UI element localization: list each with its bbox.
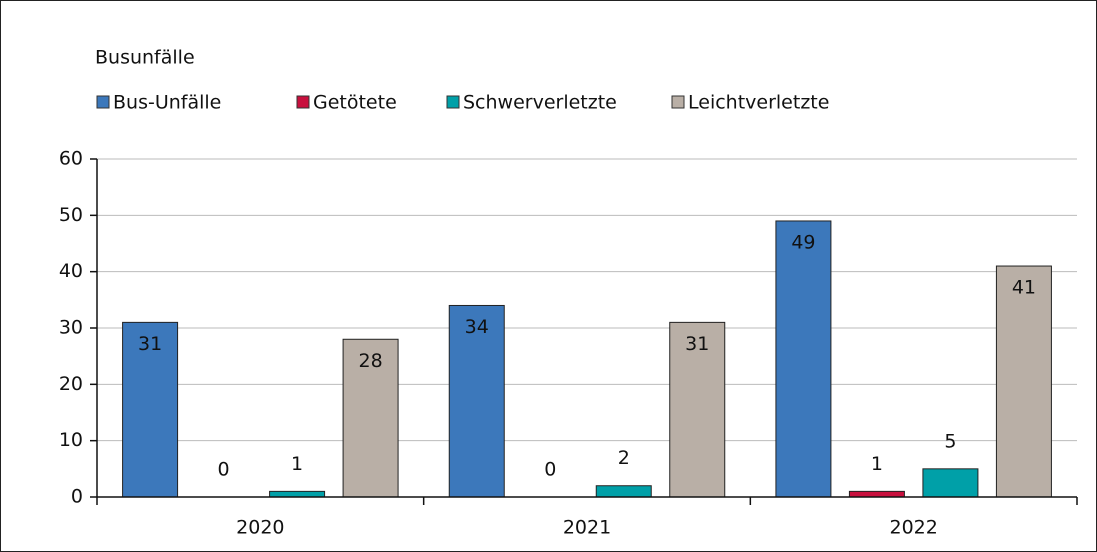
data-label: 5	[944, 430, 956, 452]
bar	[669, 321, 726, 498]
bar	[269, 490, 326, 498]
bar	[775, 220, 832, 498]
bar	[122, 321, 179, 498]
chart-title: Busunfälle	[95, 47, 195, 69]
legend-label: Bus-Unfälle	[113, 92, 221, 114]
y-tick-label: 10	[59, 429, 83, 451]
bar	[995, 265, 1052, 498]
y-tick-label: 40	[59, 260, 83, 282]
legend-swatch	[446, 95, 460, 109]
data-label: 31	[138, 333, 162, 355]
bar	[848, 490, 905, 498]
y-tick-label: 0	[71, 486, 83, 508]
legend-label: Leichtverletzte	[688, 92, 829, 114]
x-tick-label: 2022	[889, 517, 937, 539]
y-tick-label: 50	[59, 204, 83, 226]
legend-label: Schwerverletzte	[463, 92, 617, 114]
x-tick-label: 2021	[563, 517, 611, 539]
data-label: 2	[618, 447, 630, 469]
data-label: 0	[544, 459, 556, 481]
legend-swatch	[96, 95, 110, 109]
data-label: 31	[685, 333, 709, 355]
data-label: 49	[791, 231, 815, 253]
data-label: 1	[871, 453, 883, 475]
y-tick-label: 20	[59, 373, 83, 395]
bar	[448, 304, 505, 498]
bar	[595, 485, 652, 498]
bar	[922, 468, 979, 498]
data-label: 1	[291, 453, 303, 475]
y-tick-label: 60	[59, 148, 83, 170]
legend-swatch	[671, 95, 685, 109]
data-label: 0	[218, 459, 230, 481]
legend-swatch	[296, 95, 310, 109]
data-label: 41	[1012, 277, 1036, 299]
data-label: 34	[465, 316, 489, 338]
y-tick-label: 30	[59, 317, 83, 339]
legend-label: Getötete	[313, 92, 397, 114]
x-tick-label: 2020	[236, 517, 284, 539]
bar	[342, 338, 399, 498]
data-label: 28	[358, 350, 382, 372]
